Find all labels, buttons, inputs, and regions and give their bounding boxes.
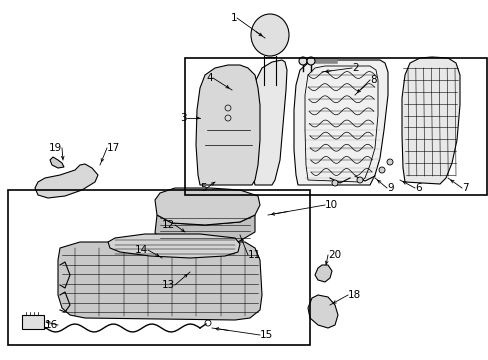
- Polygon shape: [35, 164, 98, 198]
- Text: 4: 4: [206, 73, 213, 83]
- Text: 9: 9: [386, 183, 393, 193]
- Text: 2: 2: [351, 63, 358, 73]
- Polygon shape: [196, 65, 260, 185]
- Polygon shape: [155, 215, 254, 245]
- Bar: [184, 58, 486, 195]
- Text: 6: 6: [414, 183, 421, 193]
- Polygon shape: [50, 157, 64, 168]
- Text: 19: 19: [49, 143, 62, 153]
- Circle shape: [386, 159, 392, 165]
- Polygon shape: [293, 60, 387, 185]
- Text: 12: 12: [162, 220, 175, 230]
- Circle shape: [298, 57, 306, 65]
- Text: 16: 16: [45, 320, 58, 330]
- Text: 13: 13: [162, 280, 175, 290]
- Polygon shape: [401, 57, 459, 184]
- Text: 17: 17: [107, 143, 120, 153]
- Text: 11: 11: [247, 250, 261, 260]
- Text: 20: 20: [327, 250, 341, 260]
- Text: 1: 1: [230, 13, 237, 23]
- Polygon shape: [314, 265, 331, 282]
- Circle shape: [331, 180, 337, 186]
- Polygon shape: [251, 60, 286, 185]
- Text: 7: 7: [461, 183, 468, 193]
- Text: 18: 18: [347, 290, 361, 300]
- Polygon shape: [108, 234, 240, 258]
- Text: 8: 8: [369, 75, 376, 85]
- Circle shape: [306, 57, 314, 65]
- Circle shape: [378, 167, 384, 173]
- Circle shape: [356, 177, 362, 183]
- Text: 14: 14: [135, 245, 148, 255]
- Text: 3: 3: [180, 113, 186, 123]
- Ellipse shape: [250, 14, 288, 56]
- Polygon shape: [58, 242, 262, 320]
- Polygon shape: [155, 188, 260, 225]
- Text: 15: 15: [260, 330, 273, 340]
- Text: 10: 10: [325, 200, 337, 210]
- Bar: [22, 315, 44, 329]
- Polygon shape: [307, 295, 337, 328]
- Text: 5: 5: [200, 183, 206, 193]
- Bar: [8, 190, 309, 345]
